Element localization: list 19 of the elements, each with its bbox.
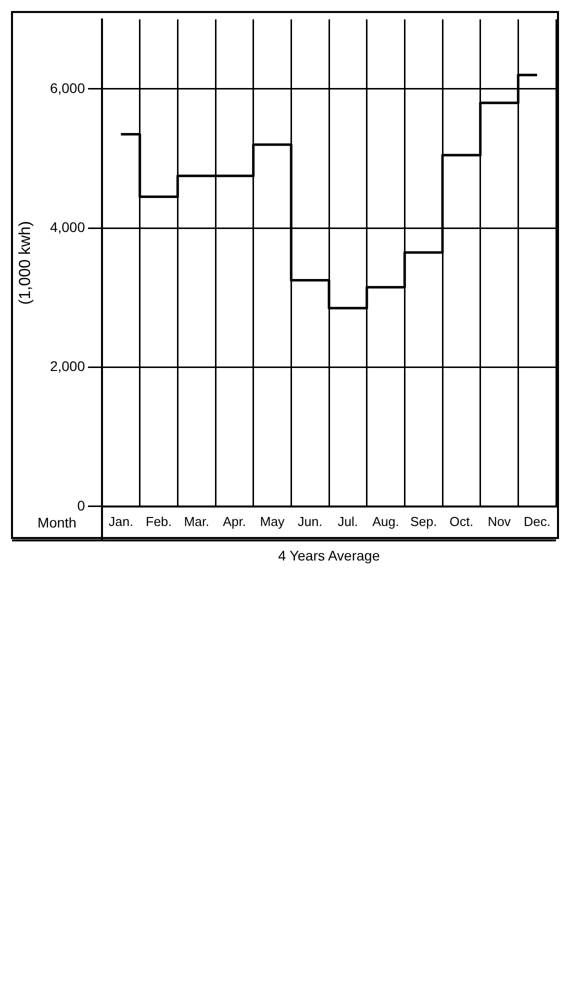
- y-tick-label: 2,000: [50, 358, 86, 374]
- x-tick-label: Sep.: [410, 514, 437, 529]
- x-axis-title: Month: [38, 514, 76, 530]
- text: 4 Years Average: [278, 547, 380, 564]
- y-tick-label: 6,000: [50, 80, 86, 96]
- y-axis-title: (1,000 kwh): [17, 221, 34, 305]
- x-tick-label: Jul.: [338, 514, 358, 529]
- x-tick-label: Aug.: [372, 514, 400, 529]
- x-tick-label: Oct.: [449, 514, 474, 529]
- x-tick-label: Apr.: [222, 514, 246, 529]
- x-tick-label: Dec.: [524, 514, 550, 529]
- x-tick-label: Nov: [488, 514, 512, 529]
- x-tick-label: Jan.: [108, 514, 134, 529]
- x-tick-label: May: [260, 514, 286, 529]
- x-tick-label: Mar.: [184, 514, 210, 529]
- y-tick-label: 0: [77, 497, 86, 514]
- y-tick-label: 4,000: [50, 218, 86, 235]
- x-tick-label: Feb.: [146, 514, 172, 529]
- x-tick-label: Jun.: [298, 514, 322, 529]
